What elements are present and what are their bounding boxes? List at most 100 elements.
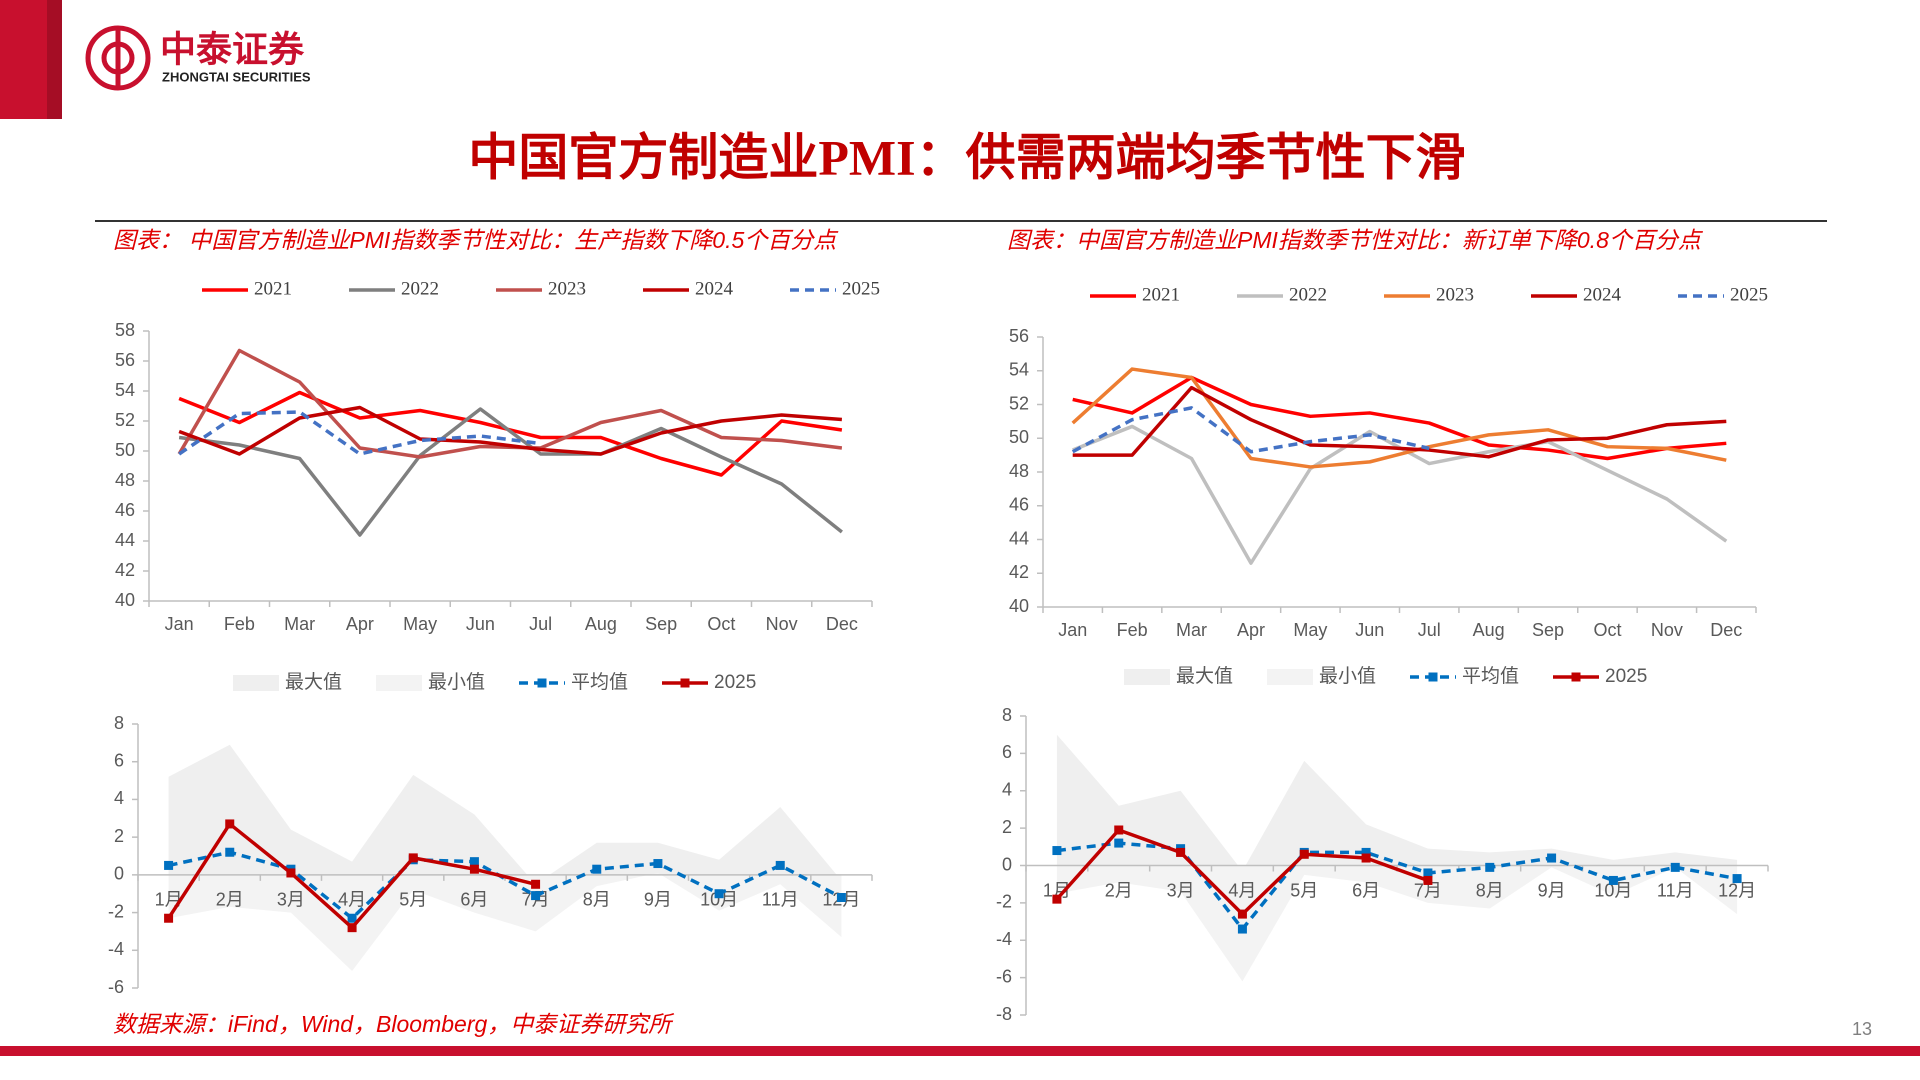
legend-label: 平均值 [571, 671, 628, 693]
y-tick-label: -6 [996, 966, 1012, 986]
x-tick-label: 4月 [1228, 880, 1256, 900]
y-tick-label: 0 [1002, 854, 1012, 874]
series-line [178, 390, 843, 477]
y-tick-label: 2 [1002, 817, 1012, 837]
legend-label: 2024 [1583, 284, 1622, 305]
legend-marker [1571, 672, 1581, 682]
y-tick-label: 52 [1009, 393, 1029, 413]
x-tick-label: Nov [1651, 620, 1683, 640]
series-marker [531, 879, 541, 889]
series-line [178, 407, 843, 537]
y-tick-label: -4 [108, 939, 124, 959]
x-tick-label: Aug [1473, 620, 1505, 640]
x-tick-label: May [403, 614, 437, 634]
y-tick-label: 44 [115, 530, 135, 550]
series-marker [469, 864, 479, 874]
y-tick-label: 46 [115, 500, 135, 520]
legend-label: 2023 [548, 278, 586, 299]
series-marker [1052, 846, 1062, 856]
logo-en: ZHONGTAI SECURITIES [162, 69, 311, 84]
series-marker [653, 859, 663, 869]
legend-marker [1428, 672, 1438, 682]
legend-label: 2024 [695, 278, 734, 299]
page-number: 13 [1852, 1019, 1872, 1039]
x-tick-label: 10月 [700, 890, 738, 910]
x-tick-label: Jan [165, 614, 194, 634]
y-tick-label: -2 [108, 901, 124, 921]
area [1056, 865, 1738, 982]
x-tick-label: 6月 [460, 890, 488, 910]
y-tick-label: 48 [115, 470, 135, 490]
x-tick-label: 4月 [338, 890, 366, 910]
x-tick-label: 12月 [1718, 880, 1756, 900]
series-marker [1423, 868, 1433, 878]
logo-icon [85, 25, 151, 91]
series-marker [408, 853, 418, 863]
series-line [1071, 406, 1430, 454]
series-marker [1485, 862, 1495, 872]
logo-cn: 中泰证券 [160, 29, 305, 70]
y-tick-label: -6 [108, 977, 124, 997]
x-tick-label: 3月 [1167, 880, 1195, 900]
series-marker [347, 913, 357, 923]
x-tick-label: Aug [585, 614, 617, 634]
series-line [1056, 841, 1738, 931]
x-tick-label: Jul [529, 614, 552, 634]
y-tick-label: 56 [115, 350, 135, 370]
y-tick-label: 42 [1009, 562, 1029, 582]
series-marker [164, 913, 174, 923]
legend-label: 最大值 [285, 671, 342, 693]
x-tick-label: 3月 [277, 890, 305, 910]
series-marker [1670, 862, 1680, 872]
y-tick-label: -8 [996, 1004, 1012, 1024]
y-tick-label: 0 [114, 864, 124, 884]
y-tick-label: 56 [1009, 326, 1029, 346]
x-tick-label: Mar [284, 614, 315, 634]
chart-title: 图表：中国官方制造业PMI指数季节性对比：新订单下降0.8个百分点 [1007, 227, 1704, 253]
x-tick-label: Oct [1593, 620, 1621, 640]
chart-title: 图表： 中国官方制造业PMI指数季节性对比：生产指数下降0.5个百分点 [113, 227, 839, 253]
slide-title: 中国官方制造业PMI：供需两端均季节性下滑 [468, 129, 1465, 185]
x-tick-label: 5月 [1290, 880, 1318, 900]
x-tick-label: Jun [466, 614, 495, 634]
x-tick-label: Oct [707, 614, 735, 634]
y-tick-label: 46 [1009, 495, 1029, 515]
series-marker [164, 860, 174, 870]
series-marker [714, 889, 724, 899]
y-tick-label: 6 [1002, 742, 1012, 762]
x-tick-label: 7月 [1414, 880, 1442, 900]
x-tick-label: 11月 [762, 890, 799, 910]
y-tick-label: 6 [114, 750, 124, 770]
series-marker [1361, 847, 1371, 857]
y-tick-label: 58 [115, 320, 135, 340]
legend-label: 2025 [1730, 284, 1768, 305]
series-marker [225, 819, 235, 829]
legend-label: 最大值 [1176, 665, 1233, 687]
x-tick-label: Feb [1117, 620, 1148, 640]
y-tick-label: 8 [114, 713, 124, 733]
y-tick-label: 44 [1009, 528, 1029, 548]
series-marker [531, 891, 541, 901]
series-marker [836, 892, 846, 902]
legend-label: 平均值 [1462, 665, 1519, 687]
y-tick-label: 40 [1009, 596, 1029, 616]
legend-label: 2025 [1605, 666, 1647, 687]
series-marker [1176, 847, 1186, 857]
y-tick-label: 40 [115, 590, 135, 610]
series-marker [225, 847, 235, 857]
legend-label: 2021 [1142, 284, 1180, 305]
legend-label: 2025 [842, 278, 880, 299]
x-tick-label: 2月 [1105, 880, 1133, 900]
series-line [178, 405, 843, 456]
series-marker [1547, 853, 1557, 863]
corner-bar-edge [47, 0, 62, 119]
legend-swatch [1267, 669, 1313, 685]
series-marker [1299, 849, 1309, 859]
series-marker [1361, 853, 1371, 863]
legend-swatch [376, 675, 422, 691]
legend-label: 2021 [254, 278, 292, 299]
x-tick-label: Sep [645, 614, 677, 634]
series-marker [1114, 825, 1124, 835]
legend-label: 2022 [401, 278, 439, 299]
y-tick-label: -2 [996, 892, 1012, 912]
